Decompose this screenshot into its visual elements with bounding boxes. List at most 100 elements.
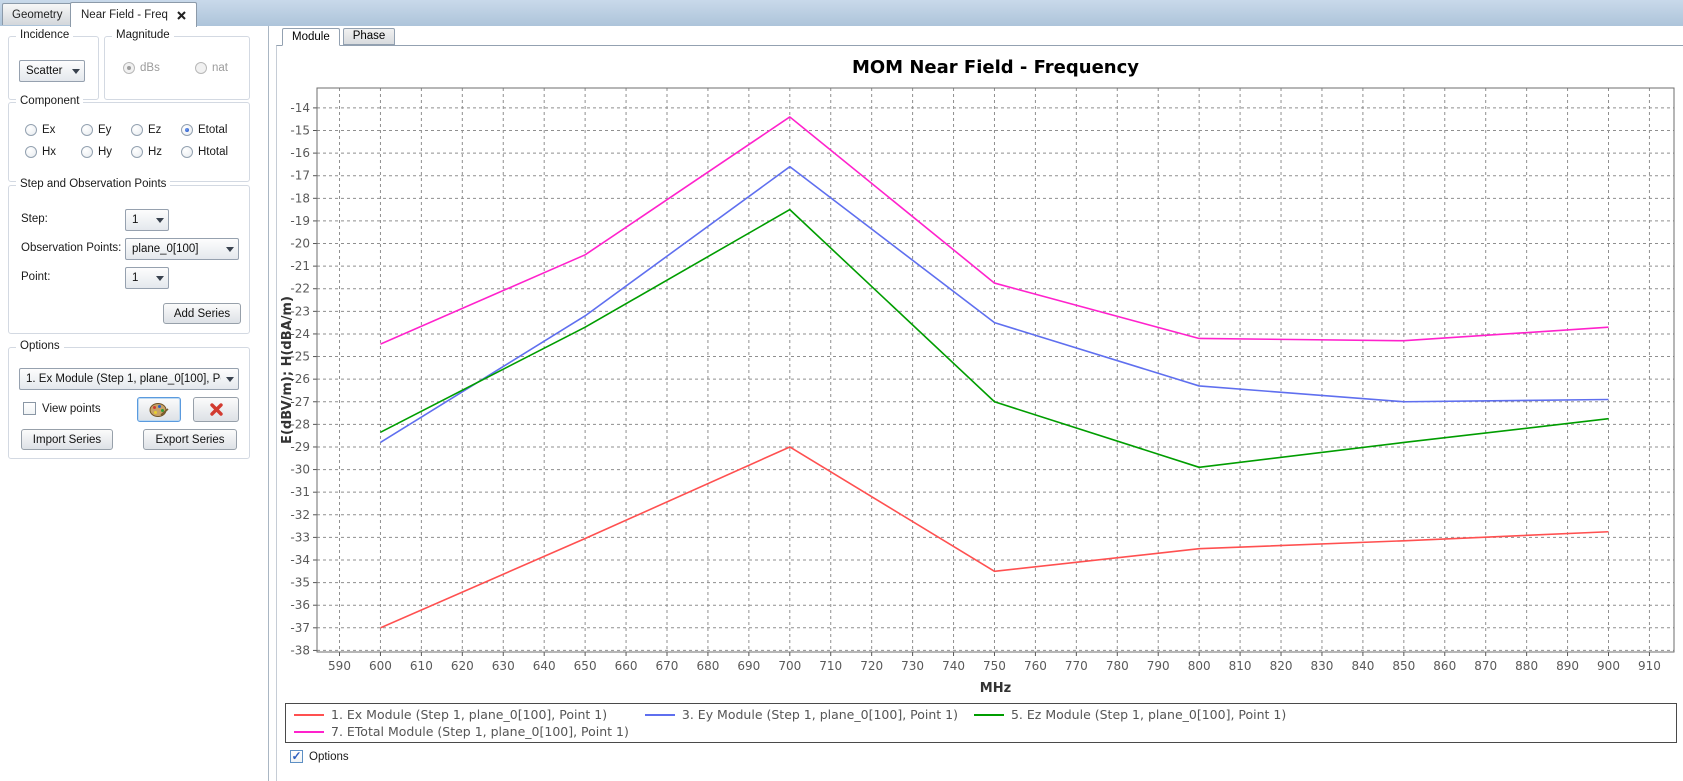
options-group: Options 1. Ex Module (Step 1, plane_0[10… <box>8 340 250 459</box>
chevron-down-icon <box>151 275 168 281</box>
radio-htotal[interactable]: Htotal <box>181 146 228 158</box>
svg-text:860: 860 <box>1433 659 1456 673</box>
palette-icon <box>149 402 169 417</box>
main-tab-bar: Geometry Near Field - Freq <box>0 0 1683 27</box>
svg-text:610: 610 <box>410 659 433 673</box>
tab-near-field-freq[interactable]: Near Field - Freq <box>70 2 197 27</box>
svg-text:-20: -20 <box>290 237 310 251</box>
radio-nat[interactable]: nat <box>195 62 228 74</box>
svg-text:650: 650 <box>574 659 597 673</box>
series-line-2 <box>380 208 1609 469</box>
svg-text:-16: -16 <box>290 146 310 160</box>
svg-text:-30: -30 <box>290 463 310 477</box>
svg-text:800: 800 <box>1188 659 1211 673</box>
svg-text:-35: -35 <box>290 576 310 590</box>
svg-text:820: 820 <box>1270 659 1293 673</box>
legend-swatch-2 <box>973 713 1004 716</box>
svg-text:-24: -24 <box>290 327 310 341</box>
svg-text:840: 840 <box>1351 659 1374 673</box>
radio-hx-icon <box>25 146 37 158</box>
options-checkbox-box: ✓ <box>290 750 303 763</box>
series-select-dropdown[interactable]: 1. Ex Module (Step 1, plane_0[100], Po..… <box>19 368 239 390</box>
tab-phase[interactable]: Phase <box>342 28 396 45</box>
check-icon: ✓ <box>291 748 302 763</box>
radio-ey-label: Ey <box>98 124 112 136</box>
close-icon[interactable] <box>177 10 186 20</box>
view-points-label: View points <box>42 402 101 415</box>
svg-text:-27: -27 <box>290 395 310 409</box>
svg-text:850: 850 <box>1392 659 1415 673</box>
svg-text:730: 730 <box>901 659 924 673</box>
svg-text:910: 910 <box>1638 659 1661 673</box>
radio-dbs[interactable]: dBs <box>123 62 160 74</box>
radio-hx[interactable]: Hx <box>25 146 56 158</box>
legend-swatch-0 <box>294 713 324 716</box>
step-label: Step: <box>21 213 48 225</box>
add-series-button[interactable]: Add Series <box>163 303 241 324</box>
svg-text:880: 880 <box>1515 659 1538 673</box>
radio-ey[interactable]: Ey <box>81 124 111 136</box>
radio-hy[interactable]: Hy <box>81 146 112 158</box>
plot-border <box>316 87 1675 653</box>
series-color-button[interactable] <box>137 397 181 422</box>
incidence-group: Incidence Scatter <box>8 29 99 100</box>
svg-text:-29: -29 <box>290 440 310 454</box>
control-panel: Incidence Scatter Magnitude dBs nat Comp… <box>0 26 269 781</box>
component-group: Component Ex Ey Ez Etotal Hx Hy Hz Htota… <box>8 95 250 182</box>
svg-text:-14: -14 <box>290 101 310 115</box>
step-observation-group: Step and Observation Points Step: 1 Obse… <box>8 178 250 334</box>
y-axis-label: E(dBV/m); H(dBA/m) <box>280 296 295 444</box>
red-x-icon <box>209 403 223 416</box>
legend-label-3: 7. ETotal Module (Step 1, plane_0[100], … <box>331 724 629 739</box>
radio-etotal[interactable]: Etotal <box>181 124 227 136</box>
observation-points-dropdown[interactable]: plane_0[100] <box>125 238 239 260</box>
incidence-dropdown[interactable]: Scatter <box>19 60 85 82</box>
radio-hy-icon <box>81 146 93 158</box>
svg-text:-19: -19 <box>290 214 310 228</box>
x-axis-label: MHz <box>980 681 1011 696</box>
chart-tab-bar: Module Phase <box>276 26 1683 46</box>
delete-series-button[interactable] <box>193 397 239 422</box>
radio-ez-icon <box>131 124 143 136</box>
step-dropdown[interactable]: 1 <box>125 209 169 231</box>
chevron-down-icon <box>151 217 168 223</box>
series-line-0 <box>380 446 1609 629</box>
legend-item-1: 3. Ey Module (Step 1, plane_0[100], Poin… <box>644 707 958 722</box>
svg-text:-37: -37 <box>290 621 310 635</box>
tab-near-field-freq-label: Near Field - Freq <box>81 9 168 21</box>
tab-geometry[interactable]: Geometry <box>2 3 73 25</box>
options-checkbox[interactable]: ✓ Options <box>290 750 349 763</box>
svg-text:700: 700 <box>778 659 801 673</box>
svg-text:830: 830 <box>1311 659 1334 673</box>
svg-text:760: 760 <box>1024 659 1047 673</box>
observation-points-dropdown-value: plane_0[100] <box>132 243 199 255</box>
svg-text:620: 620 <box>451 659 474 673</box>
chart-panel: 590 600 610 620 630 640 650 660 670 680 690 700 710 7… <box>276 45 1683 781</box>
point-dropdown[interactable]: 1 <box>125 267 169 289</box>
svg-text:-17: -17 <box>290 169 310 183</box>
radio-hz[interactable]: Hz <box>131 146 162 158</box>
export-series-button[interactable]: Export Series <box>143 429 237 450</box>
radio-ez[interactable]: Ez <box>131 124 161 136</box>
magnitude-group: Magnitude dBs nat <box>104 29 250 100</box>
svg-text:-21: -21 <box>290 259 310 273</box>
chevron-down-icon <box>221 376 238 382</box>
radio-hy-label: Hy <box>98 146 113 158</box>
options-group-title: Options <box>16 340 64 352</box>
radio-ex[interactable]: Ex <box>25 124 55 136</box>
series-select-dropdown-value: 1. Ex Module (Step 1, plane_0[100], Po..… <box>26 373 221 385</box>
view-points-checkbox[interactable]: View points <box>23 402 101 415</box>
svg-text:-32: -32 <box>290 508 310 522</box>
series-line-1 <box>380 165 1609 444</box>
magnitude-group-title: Magnitude <box>112 29 174 41</box>
svg-text:750: 750 <box>983 659 1006 673</box>
svg-text:690: 690 <box>737 659 760 673</box>
svg-text:-18: -18 <box>290 191 310 205</box>
tab-module[interactable]: Module <box>282 28 340 46</box>
import-series-button[interactable]: Import Series <box>21 429 113 450</box>
step-dropdown-value: 1 <box>132 214 139 226</box>
radio-ex-icon <box>25 124 37 136</box>
radio-hx-label: Hx <box>42 146 57 158</box>
svg-text:870: 870 <box>1474 659 1497 673</box>
svg-text:-15: -15 <box>290 123 310 137</box>
